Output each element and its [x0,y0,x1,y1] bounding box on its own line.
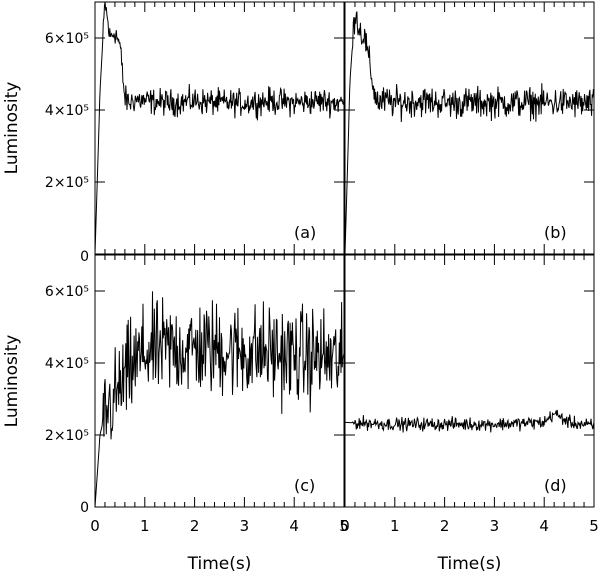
y-tick-label: 0 [80,500,89,516]
series-line-1 [94,291,345,508]
y-tick-label: 2×10⁵ [45,175,89,191]
plot-frame [344,1,595,255]
chart-panel-b: (b) [344,1,595,255]
panel-label: (b) [544,223,567,242]
y-axis-label: Luminosity [2,82,22,175]
panel-label: (a) [294,223,316,242]
x-tick-label: 1 [140,517,150,535]
x-tick-label: 4 [289,517,299,535]
plot-frame [94,254,345,508]
y-tick-label: 6×10⁵ [45,284,89,300]
chart-panel-d: (d) 0 1 2 3 4 5 Time(s) [340,254,599,574]
x-tick-label: 1 [390,517,400,535]
panel-label: (d) [544,476,567,495]
x-tick-label: 0 [90,517,100,535]
y-tick-label: 0 [80,249,89,265]
x-tick-label: 5 [589,517,599,535]
x-tick-label: 4 [539,517,549,535]
x-tick-label: 0 [340,517,350,535]
chart-panel-a: (a) 6×10⁵ 4×10⁵ 2×10⁵ Luminosity [2,1,345,255]
y-tick-label: 6×10⁵ [45,31,89,47]
y-tick-label: 4×10⁵ [45,356,89,372]
x-tick-label: 3 [240,517,250,535]
x-tick-label: 3 [490,517,500,535]
x-axis-label: Time(s) [437,554,502,574]
panel-label: (c) [294,476,315,495]
plot-frame [344,254,595,508]
x-axis-label: Time(s) [187,554,252,574]
series-line-1 [345,409,595,433]
plot-frame [94,1,345,255]
x-tick-label: 2 [190,517,200,535]
x-tick-label: 5 [339,517,349,535]
x-tick-label: 2 [440,517,450,535]
y-tick-label: 2×10⁵ [45,428,89,444]
series-line-1 [94,1,345,255]
y-axis-label: Luminosity [2,335,22,428]
y-tick-label: 4×10⁵ [45,103,89,119]
series-line-1 [344,11,595,255]
